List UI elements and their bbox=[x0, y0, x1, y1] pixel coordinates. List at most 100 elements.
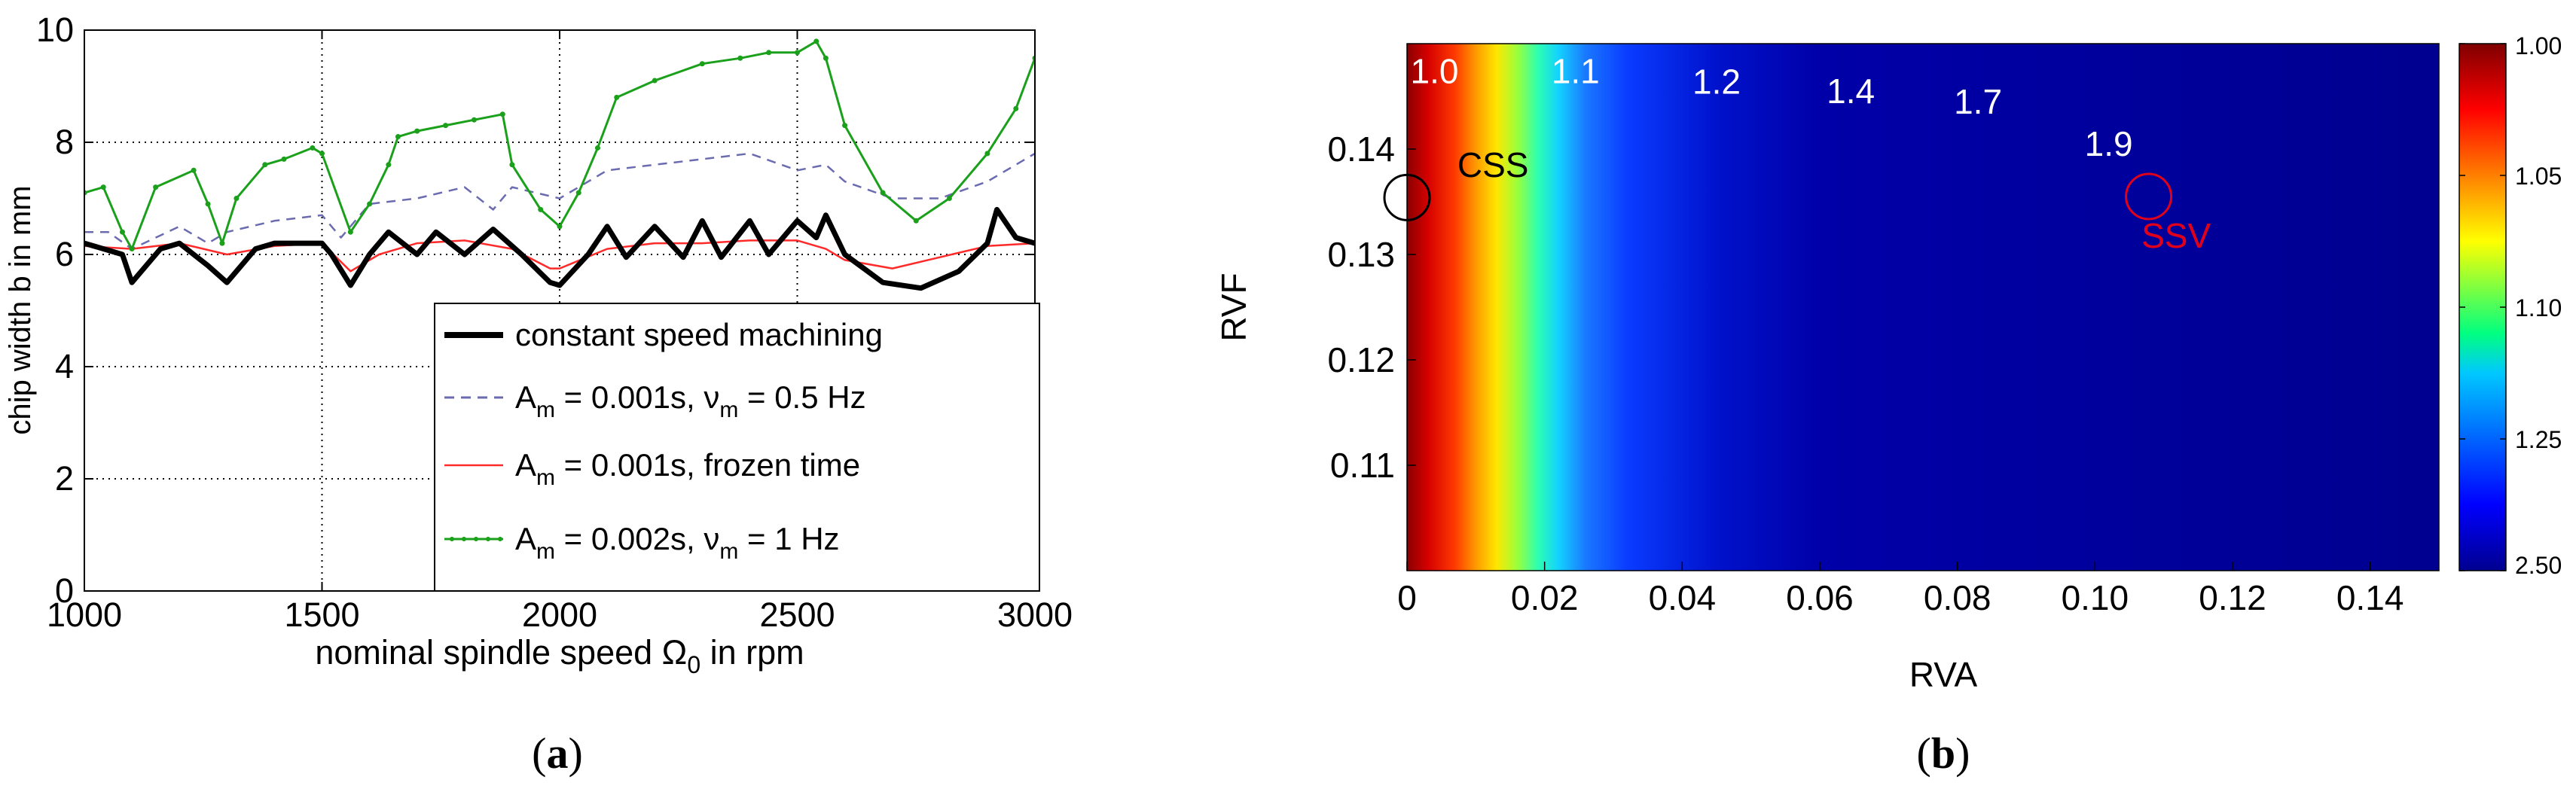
green-series-point bbox=[310, 145, 316, 151]
a-ytick-label: 10 bbox=[36, 11, 74, 49]
a-xlabel-main: nominal spindle speed Ω bbox=[315, 633, 687, 672]
legend-label-constant-speed: constant speed machining bbox=[515, 317, 883, 352]
green-series-point bbox=[575, 190, 581, 196]
contour-label: 1.7 bbox=[1954, 82, 2002, 121]
green-series-point bbox=[813, 38, 819, 44]
green-series-point bbox=[395, 134, 401, 140]
series-dashed-0p5hz bbox=[84, 152, 1035, 250]
green-series-point bbox=[219, 240, 225, 246]
cbar-tick-label: 2.50 bbox=[2515, 552, 2562, 579]
green-series-point bbox=[614, 94, 620, 100]
green-series-point bbox=[795, 50, 800, 56]
green-series-point bbox=[823, 55, 829, 61]
b-tick-labels: 0 0.02 0.04 0.06 0.08 0.10 0.12 0.14 0.11 0.12 0.1… bbox=[1327, 129, 2404, 617]
b-xtick-label: 0 bbox=[1397, 578, 1417, 617]
b-heatmap-field bbox=[1407, 44, 2439, 571]
cbar-tick-label: 1.25 bbox=[2515, 426, 2562, 453]
legend-label-frozen: Am = 0.001s, frozen time bbox=[515, 447, 860, 490]
contour-label: 1.9 bbox=[2085, 124, 2133, 163]
legend-swatch-green-dot-1 bbox=[450, 537, 454, 541]
green-series-point bbox=[129, 246, 135, 252]
a-ytick-label: 6 bbox=[55, 235, 74, 273]
contour-label: 1.4 bbox=[1827, 72, 1875, 111]
b-ylabel: RVF bbox=[1214, 273, 1253, 341]
b-colorbar bbox=[2458, 43, 2507, 571]
b-colorbar-ticks: 1.00 1.05 1.10 1.25 2.50 bbox=[2459, 32, 2562, 579]
a-ytick-label: 8 bbox=[55, 123, 74, 161]
green-series-point bbox=[538, 206, 544, 212]
green-series-point bbox=[509, 162, 515, 168]
b-xlabel: RVA bbox=[1909, 655, 1978, 694]
green-series-point bbox=[100, 184, 106, 190]
a-ytick-label: 2 bbox=[55, 459, 74, 498]
green-series-point bbox=[737, 55, 743, 61]
legend-label-dashed: Am = 0.001s, νm = 0.5 Hz bbox=[515, 379, 866, 422]
green-series-point bbox=[191, 167, 197, 173]
b-ytick-label: 0.13 bbox=[1327, 235, 1395, 274]
b-axes-frame bbox=[1406, 43, 2440, 571]
b-xtick-label: 0.14 bbox=[2336, 578, 2404, 617]
green-series-point bbox=[880, 190, 886, 196]
a-xlabel: nominal spindle speed Ω0 in rpm bbox=[315, 633, 804, 678]
a-xtick-label: 2500 bbox=[759, 595, 835, 634]
b-ytick-label: 0.12 bbox=[1327, 340, 1395, 379]
a-ytick-label: 4 bbox=[55, 347, 74, 385]
b-ytick-label: 0.14 bbox=[1327, 129, 1395, 169]
css-label: CSS bbox=[1457, 145, 1529, 184]
legend-swatch-green-dot-3 bbox=[474, 537, 478, 541]
a-tick-labels: 1000 1500 2000 2500 3000 0 2 4 6 8 10 bbox=[36, 11, 1073, 634]
green-series-point bbox=[471, 117, 477, 123]
legend-swatch-green-dot-5 bbox=[498, 537, 502, 541]
green-series-point bbox=[319, 151, 325, 157]
a-ylabel: chip width b in mm bbox=[4, 185, 37, 434]
green-series-point bbox=[119, 229, 125, 235]
a-xtick-label: 1500 bbox=[284, 595, 359, 634]
green-series-point bbox=[414, 128, 420, 134]
green-series-point bbox=[1013, 105, 1019, 111]
legend-label-green: Am = 0.002s, νm = 1 Hz bbox=[515, 521, 840, 564]
green-series-point bbox=[842, 123, 848, 129]
green-series-point bbox=[984, 151, 990, 157]
green-series-point bbox=[367, 201, 373, 207]
a-xtick-label: 1000 bbox=[47, 595, 122, 634]
green-series-point bbox=[233, 196, 240, 201]
b-xtick-label: 0.02 bbox=[1511, 578, 1579, 617]
ssv-marker-circle bbox=[2125, 172, 2173, 221]
b-xtick-label: 0.12 bbox=[2199, 578, 2266, 617]
a-ytick-label: 0 bbox=[55, 571, 74, 610]
green-series-point bbox=[386, 162, 392, 168]
panel-b-heatmap: 1.0 1.1 1.2 1.4 1.7 1.9 CSS SSV 0 0.02 0.04 0.06 0.… bbox=[1214, 32, 2562, 778]
green-series-point bbox=[347, 229, 353, 235]
a-xlabel-tail: in rpm bbox=[700, 633, 804, 672]
a-xtick-label: 3000 bbox=[997, 595, 1073, 634]
cbar-tick-label: 1.05 bbox=[2515, 163, 2562, 190]
cbar-tick-label: 1.00 bbox=[2515, 32, 2562, 59]
a-legend: constant speed machining Am = 0.001s, νm… bbox=[434, 303, 1040, 592]
contour-label: 1.2 bbox=[1692, 62, 1741, 101]
panel-a-label: (a) bbox=[532, 729, 583, 778]
green-series-point bbox=[913, 218, 919, 224]
green-series-point bbox=[281, 156, 287, 162]
panel-b-label: (b) bbox=[1917, 729, 1970, 778]
a-xlabel-sub: 0 bbox=[687, 651, 700, 678]
green-series-point bbox=[262, 162, 268, 168]
legend-swatch-green-dot-4 bbox=[486, 537, 490, 541]
green-series-point bbox=[557, 224, 563, 230]
series-frozen-time bbox=[84, 239, 1035, 273]
ssv-label: SSV bbox=[2141, 216, 2211, 255]
legend-swatch-green-dot-2 bbox=[462, 537, 466, 541]
b-xtick-label: 0.04 bbox=[1649, 578, 1717, 617]
cbar-tick-label: 1.10 bbox=[2515, 294, 2562, 321]
green-series-point bbox=[499, 111, 505, 117]
green-series-point bbox=[153, 184, 159, 190]
panel-a-line-chart: 1000 1500 2000 2500 3000 0 2 4 6 8 10 chip width b… bbox=[4, 11, 1073, 778]
a-legend-box bbox=[434, 303, 1040, 592]
green-series-point bbox=[652, 78, 658, 84]
contour-label: 1.1 bbox=[1552, 51, 1600, 90]
b-xtick-label: 0.06 bbox=[1786, 578, 1854, 617]
css-marker-circle-outer bbox=[1383, 173, 1431, 221]
b-annotations: 1.0 1.1 1.2 1.4 1.7 1.9 CSS SSV bbox=[1407, 51, 2211, 255]
b-ytick-label: 0.11 bbox=[1330, 446, 1395, 485]
b-xtick-label: 0.10 bbox=[2062, 578, 2129, 617]
